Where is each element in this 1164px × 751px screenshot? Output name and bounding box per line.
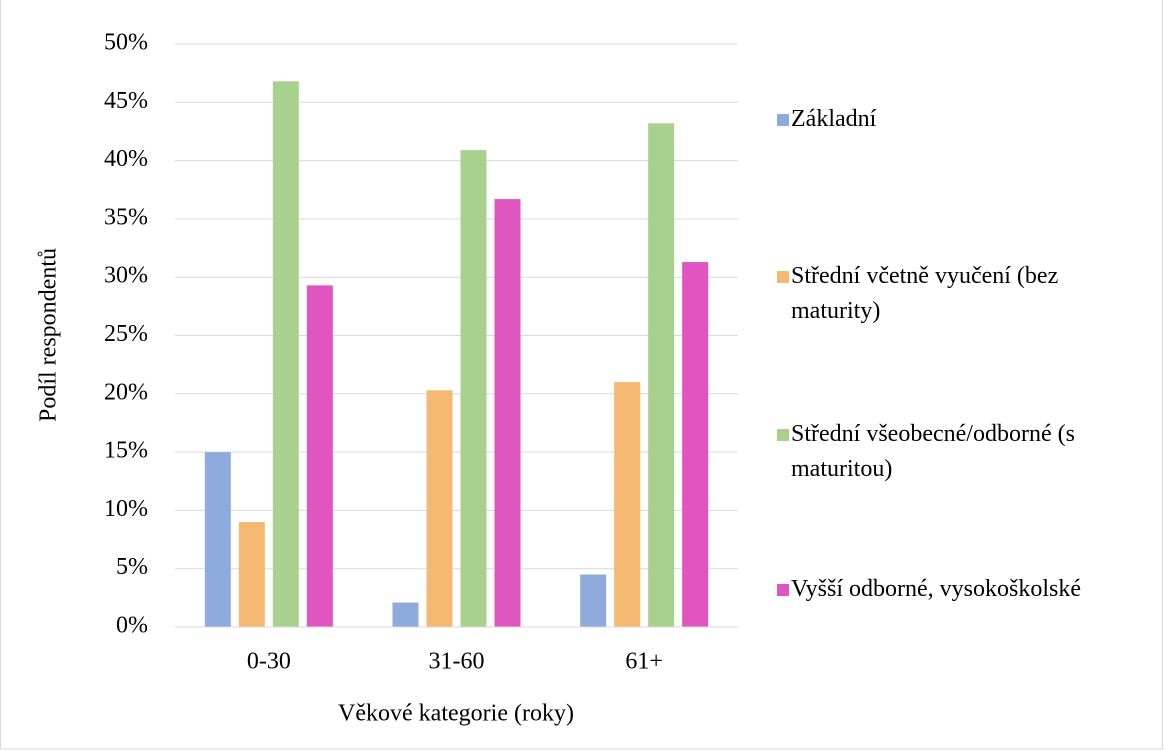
- bar: [306, 285, 333, 627]
- legend-swatch: [777, 429, 789, 441]
- bar: [426, 390, 453, 627]
- y-axis-label: Podíl respondentů: [36, 248, 62, 422]
- bar: [272, 81, 299, 627]
- x-tick-label: 0-30: [247, 649, 291, 675]
- bar: [614, 382, 641, 627]
- legend-label: Střední všeobecné/odborné (s maturitou): [791, 421, 1075, 482]
- bar: [392, 602, 419, 627]
- bar: [682, 262, 709, 627]
- y-tick-label: 35%: [104, 204, 148, 230]
- y-tick-label: 5%: [116, 554, 148, 580]
- x-tick-label: 61+: [625, 649, 663, 675]
- y-tick-label: 20%: [104, 379, 148, 405]
- legend-swatch: [777, 271, 789, 283]
- x-axis-label: Věkové kategorie (roky): [338, 701, 574, 727]
- bar: [460, 150, 487, 627]
- legend-item: Vyšší odborné, vysokoškolské: [777, 572, 1152, 607]
- y-tick-label: 30%: [104, 263, 148, 289]
- legend-item: Střední včetně vyučení (bez maturity): [777, 259, 1152, 329]
- bar: [648, 123, 675, 628]
- legend-label: Vyšší odborné, vysokoškolské: [791, 576, 1082, 602]
- legend-item: Střední všeobecné/odborné (s maturitou): [777, 417, 1152, 487]
- y-tick-label: 0%: [116, 613, 148, 639]
- bar: [238, 522, 265, 627]
- legend-swatch: [777, 114, 789, 126]
- legend-swatch: [777, 584, 789, 596]
- x-tick-label: 31-60: [429, 649, 485, 675]
- y-tick-label: 40%: [104, 146, 148, 172]
- legend-label: Střední včetně vyučení (bez maturity): [791, 263, 1059, 324]
- bar: [204, 452, 231, 627]
- y-tick-label: 10%: [104, 496, 148, 522]
- y-tick-label: 25%: [104, 321, 148, 347]
- legend-item: Základní: [777, 102, 1152, 137]
- legend-label: Základní: [791, 106, 877, 132]
- y-tick-label: 45%: [104, 88, 148, 114]
- y-tick-label: 50%: [104, 30, 148, 56]
- y-tick-label: 15%: [104, 438, 148, 464]
- bar: [580, 574, 607, 627]
- bar: [494, 199, 521, 627]
